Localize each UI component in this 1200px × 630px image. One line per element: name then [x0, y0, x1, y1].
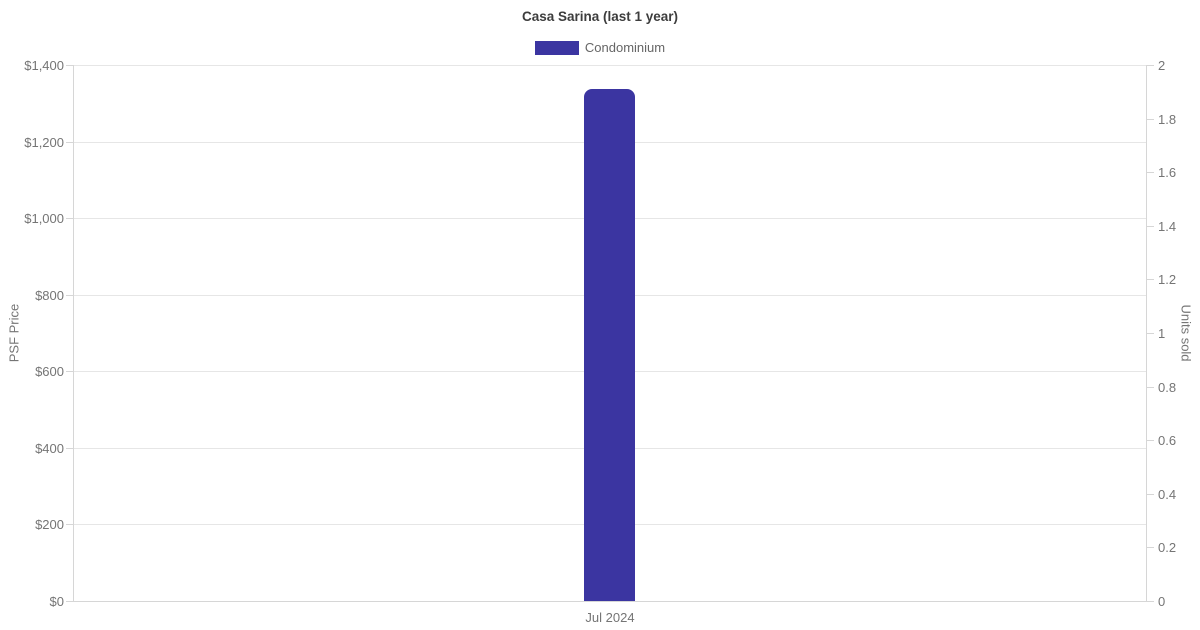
y-right-tick	[1146, 494, 1154, 495]
bar-condominium-jul-2024[interactable]	[584, 89, 635, 601]
y-right-tick-label: 0	[1158, 594, 1166, 609]
y-axis-right-title: Units sold	[1178, 304, 1194, 362]
y-right-tick-label: 1	[1158, 326, 1166, 341]
y-right-tick	[1146, 601, 1154, 602]
y-left-tick-label: $200	[35, 517, 64, 532]
y-right-tick-label: 1.8	[1158, 112, 1177, 127]
x-axis-line	[73, 601, 1147, 602]
y-left-tick-label: $600	[35, 364, 64, 379]
y-right-tick-label: 0.8	[1158, 380, 1177, 395]
chart-title: Casa Sarina (last 1 year)	[521, 9, 679, 24]
y-axis-right-line	[1146, 65, 1147, 601]
y-right-tick-label: 1.4	[1158, 219, 1177, 234]
y-axis-left-title: PSF Price	[6, 303, 22, 363]
legend: Condominium	[0, 41, 1200, 55]
y-right-tick	[1146, 226, 1154, 227]
y-left-tick	[66, 295, 73, 296]
y-left-tick	[66, 448, 73, 449]
legend-item-condominium[interactable]: Condominium	[534, 40, 666, 55]
y-right-tick	[1146, 387, 1154, 388]
legend-label: Condominium	[584, 40, 666, 55]
y-left-tick-label: $1,000	[24, 211, 64, 226]
y-axis-left-line	[73, 65, 74, 601]
y-right-tick	[1146, 65, 1154, 66]
y-right-tick	[1146, 547, 1154, 548]
y-left-tick-label: $1,200	[24, 135, 64, 150]
legend-swatch-icon	[534, 41, 579, 55]
y-right-tick	[1146, 119, 1154, 120]
y-right-tick	[1146, 333, 1154, 334]
y-left-tick	[66, 65, 73, 66]
y-left-tick	[66, 371, 73, 372]
y-right-tick-label: 1.6	[1158, 165, 1177, 180]
y-left-tick	[66, 524, 73, 525]
y-right-tick-label: 0.2	[1158, 540, 1177, 555]
y-right-tick-label: 0.6	[1158, 433, 1177, 448]
y-left-tick-label: $800	[35, 288, 64, 303]
y-left-tick-label: $400	[35, 441, 64, 456]
y-right-tick	[1146, 172, 1154, 173]
y-left-tick-label: $1,400	[24, 58, 64, 73]
gridline-y	[73, 65, 1146, 66]
y-left-tick-label: $0	[49, 594, 64, 609]
y-right-tick-label: 1.2	[1158, 272, 1177, 287]
x-axis-label: Jul 2024	[585, 610, 635, 625]
y-right-tick-label: 2	[1158, 58, 1166, 73]
y-left-tick	[66, 142, 73, 143]
y-right-tick	[1146, 440, 1154, 441]
y-left-tick	[66, 601, 73, 602]
y-left-tick	[66, 218, 73, 219]
y-right-tick-label: 0.4	[1158, 487, 1177, 502]
y-right-tick	[1146, 279, 1154, 280]
